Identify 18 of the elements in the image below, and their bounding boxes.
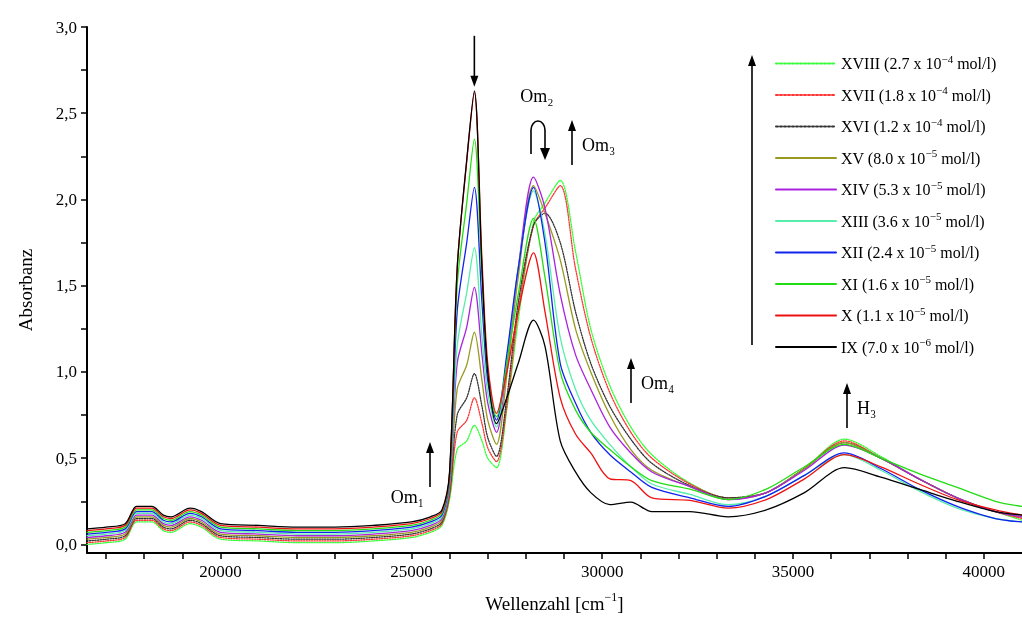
annotation: Om₃ bbox=[582, 135, 616, 155]
y-tick-label: 0,0 bbox=[55, 534, 77, 554]
y-tick-label: 3,0 bbox=[55, 17, 77, 37]
y-tick-label: 1,0 bbox=[55, 362, 77, 382]
x-tick-label: 40000 bbox=[962, 562, 1006, 581]
y-axis-title: Absorbanz bbox=[15, 248, 36, 332]
x-tick-label: 30000 bbox=[580, 562, 624, 581]
x-tick-label: 25000 bbox=[390, 562, 433, 581]
y-tick-label: 0,5 bbox=[55, 448, 77, 468]
x-tick-label: 20000 bbox=[199, 562, 242, 581]
x-tick-label: 35000 bbox=[771, 562, 815, 581]
y-tick-label: 1,5 bbox=[55, 276, 77, 296]
annotation: Om₂ bbox=[520, 86, 554, 106]
annotation: Om₄ bbox=[641, 373, 675, 393]
annotation: Om₁ bbox=[390, 487, 424, 507]
annotation: H₃ bbox=[857, 398, 877, 418]
y-tick-label: 2,0 bbox=[55, 189, 77, 209]
y-tick-label: 2,5 bbox=[55, 103, 77, 123]
